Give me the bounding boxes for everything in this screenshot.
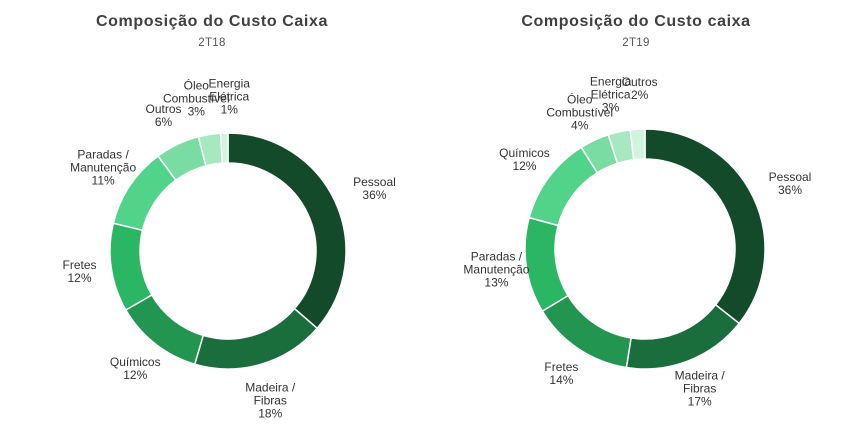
slice-label-name: Energia <box>208 76 250 91</box>
slice-label-value: 1% <box>220 102 238 117</box>
slice-label-madeira-fibras: Madeira / Fibras 17% <box>675 369 725 408</box>
slice-paradas-manutencao <box>524 216 570 313</box>
chart-title: Composição do Custo Caixa <box>96 13 328 30</box>
slice-label-name: Fibras <box>253 393 287 408</box>
slice-label-fretes: Fretes 12% <box>63 259 97 285</box>
slice-energia-eletrica <box>219 132 229 164</box>
chart-subtitle: 2T18 <box>198 37 226 49</box>
slice-label-name: Pessoal <box>768 169 812 184</box>
slice-label-value: 36% <box>362 187 387 202</box>
slice-outros <box>629 128 646 161</box>
slice-label-name: Elétrica <box>209 89 250 104</box>
slice-label-name: Combustível <box>162 91 230 106</box>
slice-pessoal <box>227 132 347 330</box>
chart-2t19: Composição do Custo caixa 2T19 Pessoal 36… <box>424 0 848 424</box>
slice-madeira-fibras <box>193 307 319 370</box>
slice-fretes <box>109 222 153 312</box>
slice-label-name: Madeira / <box>245 380 296 395</box>
slice-label-name: Manutenção <box>463 262 530 277</box>
slice-label-name: Outros <box>621 75 658 90</box>
chart-2t18: Composição do Custo Caixa 2T18 Pessoal 36… <box>63 13 396 420</box>
slice-label-outros: Outros 2% <box>622 76 658 102</box>
slice-label-name: Fibras <box>683 381 717 396</box>
slice-label-oleo-combustivel: Óleo Combustível 4% <box>546 93 613 132</box>
slice-label-name: Outros <box>145 101 182 116</box>
slice-label-value: 18% <box>258 406 283 421</box>
slice-label-name: Óleo <box>183 78 209 93</box>
donut-chart <box>109 132 347 370</box>
slice-label-value: 12% <box>512 158 537 173</box>
slice-label-name: Paradas / <box>470 249 523 264</box>
slice-label-madeira-fibras: Madeira / Fibras 18% <box>245 381 295 420</box>
slice-fretes <box>541 294 632 369</box>
donut-chart <box>524 128 766 370</box>
slice-label-name: Manutenção <box>70 160 137 175</box>
slice-label-name: Elétrica <box>590 87 631 102</box>
slice-label-value: 36% <box>777 182 803 197</box>
slice-label-paradas-manutencao: Paradas / Manutenção 11% <box>70 148 136 187</box>
chart-title: Composição do Custo caixa <box>521 13 751 30</box>
slice-label-quimicos: Químicos 12% <box>499 145 550 173</box>
slice-label-name: Energia <box>589 74 632 89</box>
slice-label-oleo-combustivel: Óleo Combustível 3% <box>163 79 230 118</box>
slice-label-value: 14% <box>549 372 574 387</box>
slice-label-name: Paradas / <box>77 147 129 162</box>
slice-label-name: Pessoal <box>353 174 396 189</box>
slice-label-paradas-manutencao: Paradas / Manutenção 13% <box>463 250 529 289</box>
slice-pessoal <box>644 128 766 325</box>
slice-label-energia-eletrica: Energia Elétrica 3% <box>590 75 631 114</box>
slice-label-name: Fretes <box>544 359 579 374</box>
slice-madeira-fibras <box>625 303 741 370</box>
slice-label-outros: Outros 6% <box>145 101 182 129</box>
slice-label-quimicos: Químicos 12% <box>109 354 161 382</box>
slice-label-value: 12% <box>123 367 148 382</box>
slice-label-value: 6% <box>154 114 173 129</box>
slice-label-value: 2% <box>630 88 649 103</box>
slice-label-value: 3% <box>601 100 620 115</box>
slice-label-pessoal: Pessoal 36% <box>353 174 396 202</box>
slice-label-name: Fretes <box>62 258 97 273</box>
slice-quimicos <box>124 293 205 366</box>
slice-label-value: 3% <box>187 104 205 119</box>
slice-label-pessoal: Pessoal 36% <box>768 169 812 197</box>
slice-label-value: 4% <box>571 118 589 133</box>
slice-label-value: 12% <box>67 271 92 286</box>
slice-label-value: 17% <box>687 394 712 409</box>
slice-label-name: Químicos <box>109 354 161 369</box>
slice-label-value: 11% <box>91 173 115 188</box>
slice-label-name: Combustível <box>546 105 614 120</box>
slice-label-name: Químicos <box>499 145 550 160</box>
chart-subtitle: 2T19 <box>622 37 650 49</box>
slice-label-fretes: Fretes 14% <box>544 359 579 387</box>
slice-label-energia-eletrica: Energia Elétrica 1% <box>208 76 250 117</box>
slice-label-name: Madeira / <box>674 368 725 383</box>
slice-label-name: Óleo <box>567 92 593 107</box>
slice-label-value: 13% <box>484 275 509 290</box>
